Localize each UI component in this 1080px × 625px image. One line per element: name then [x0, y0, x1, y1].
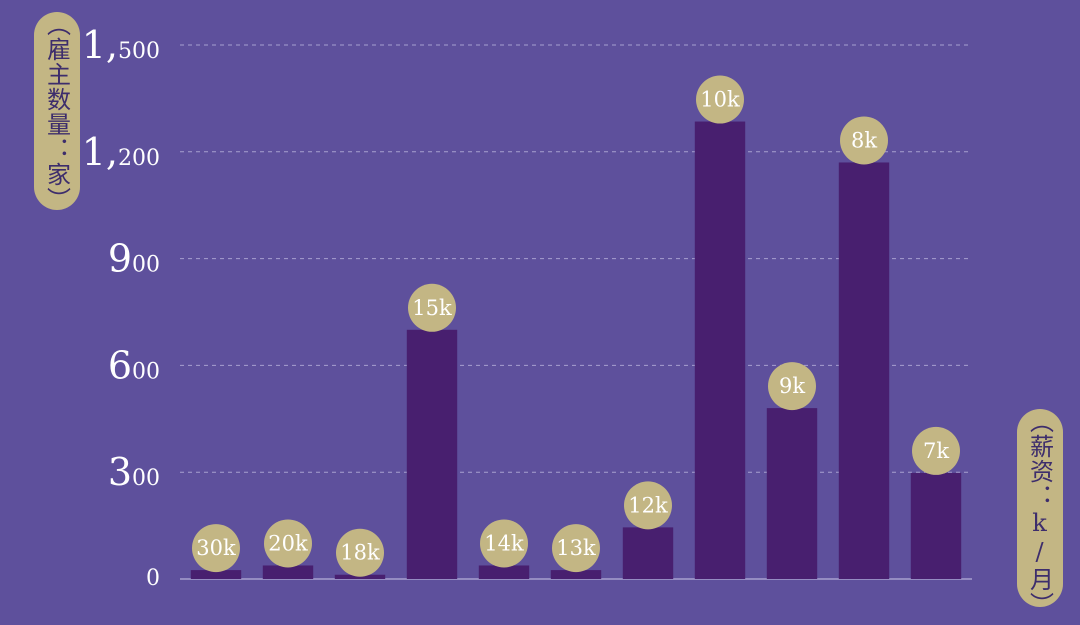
- bars: [190, 121, 962, 580]
- bar-label-bubble: [624, 481, 672, 530]
- bar: [550, 570, 602, 579]
- bar: [262, 565, 314, 579]
- bar: [334, 574, 386, 579]
- bar-label: 18k: [340, 541, 380, 565]
- bar: [406, 329, 458, 579]
- bar: [766, 408, 818, 579]
- bar-labels: 30k 20k 18k 15k 14k 13k 12k 10k 9k 8k 7k: [192, 75, 960, 577]
- y-tick-label: 600: [108, 343, 160, 387]
- bar-label-bubble: [840, 116, 888, 165]
- bar-label: 13k: [556, 536, 596, 560]
- bar-label: 8k: [851, 128, 877, 152]
- bar: [910, 472, 962, 579]
- y-tick-label: 1,200: [82, 130, 160, 174]
- x-axis-label: （薪资：k/月）: [1017, 409, 1063, 617]
- bar-label-bubble: [192, 524, 240, 573]
- bar: [694, 121, 746, 579]
- bar-label-bubble: [408, 283, 456, 332]
- y-tick-label: 900: [108, 237, 160, 281]
- y-tick-label: 1,500: [82, 23, 160, 67]
- bar: [838, 162, 890, 580]
- bar: [622, 527, 674, 579]
- bar: [478, 565, 530, 579]
- bar-label-bubble: [480, 519, 528, 568]
- bar-label: 7k: [923, 439, 949, 463]
- bar-label: 9k: [779, 374, 805, 398]
- bar-label-bubble: [768, 362, 816, 411]
- bar-label: 20k: [268, 531, 308, 555]
- bar-label-bubble: [336, 528, 384, 577]
- bar-label: 12k: [628, 493, 668, 517]
- bar: [190, 570, 242, 579]
- bar-label: 14k: [484, 531, 524, 555]
- y-tick-labels: 0 300 600 900 1,200 1,500: [82, 23, 160, 591]
- bar-label-bubble: [264, 519, 312, 568]
- bar-label: 10k: [700, 88, 740, 112]
- bar-label-bubble: [552, 524, 600, 573]
- y-axis-label: （雇主数量：家）: [34, 12, 80, 212]
- y-tick-label: 300: [108, 450, 160, 494]
- bar-label: 15k: [412, 296, 452, 320]
- bar-label-bubble: [912, 426, 960, 475]
- y-tick-label: 0: [146, 566, 160, 591]
- bar-label-bubble: [696, 75, 744, 124]
- bar-label: 30k: [196, 536, 236, 560]
